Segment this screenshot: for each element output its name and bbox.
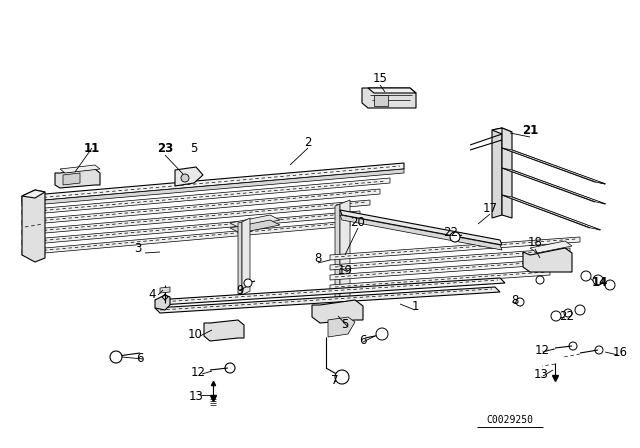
Polygon shape [328,317,355,337]
Text: 19: 19 [337,263,353,276]
Polygon shape [175,167,203,186]
Circle shape [450,232,460,242]
Circle shape [551,311,561,321]
Polygon shape [155,278,505,305]
Polygon shape [492,128,512,134]
Polygon shape [502,128,512,218]
Polygon shape [362,88,416,108]
Text: 5: 5 [190,142,198,155]
Polygon shape [335,204,340,302]
Text: 9: 9 [236,284,244,297]
Text: 10: 10 [188,327,202,340]
Polygon shape [492,128,502,218]
Polygon shape [242,218,250,295]
Polygon shape [55,169,100,188]
Circle shape [581,271,591,281]
Polygon shape [530,241,572,253]
Text: 18: 18 [527,237,543,250]
Circle shape [575,305,585,315]
Text: 1: 1 [412,301,419,314]
Text: 22: 22 [559,310,575,323]
Polygon shape [340,200,350,300]
Text: 12: 12 [191,366,205,379]
Polygon shape [374,95,388,106]
Text: 8: 8 [511,293,518,306]
Text: 14: 14 [592,276,608,289]
Text: C0029250: C0029250 [486,415,534,425]
Polygon shape [230,215,280,228]
Polygon shape [330,248,570,270]
Text: 13: 13 [189,391,204,404]
Polygon shape [502,168,606,204]
Polygon shape [22,200,370,235]
Text: 21: 21 [522,124,538,137]
Text: 6: 6 [136,352,144,365]
Circle shape [516,298,524,306]
Polygon shape [238,222,242,296]
Polygon shape [502,195,601,230]
Polygon shape [22,190,45,198]
Circle shape [110,351,122,363]
Text: 6: 6 [359,333,367,346]
Text: 7: 7 [332,374,339,387]
Circle shape [536,276,544,284]
Polygon shape [155,287,500,313]
Polygon shape [340,210,502,245]
Polygon shape [204,320,244,341]
Polygon shape [60,165,100,173]
Polygon shape [22,221,350,255]
Text: 5: 5 [341,318,349,331]
Polygon shape [368,88,416,93]
Polygon shape [340,215,502,250]
Text: 4: 4 [148,289,156,302]
Text: 20: 20 [351,215,365,228]
Polygon shape [160,287,170,293]
Circle shape [335,370,349,384]
Text: 15: 15 [372,72,387,85]
Polygon shape [22,178,390,215]
Polygon shape [312,300,363,323]
Circle shape [181,174,189,182]
Circle shape [605,280,615,290]
Circle shape [376,328,388,340]
Polygon shape [63,173,80,185]
Polygon shape [22,211,360,245]
Text: 11: 11 [84,142,100,155]
Circle shape [564,309,572,317]
Polygon shape [22,189,380,225]
Polygon shape [502,148,606,184]
Text: 3: 3 [134,241,141,254]
Polygon shape [155,295,170,310]
Text: 8: 8 [314,251,322,264]
Polygon shape [330,270,550,290]
Text: 16: 16 [612,346,627,359]
Polygon shape [330,259,560,280]
Text: 17: 17 [483,202,497,215]
Polygon shape [330,237,580,260]
Text: 12: 12 [534,344,550,357]
Text: 23: 23 [157,142,173,155]
Circle shape [244,279,252,287]
Circle shape [593,275,603,285]
Text: 2: 2 [304,137,312,150]
Text: 22: 22 [444,225,458,238]
Polygon shape [22,163,404,202]
Polygon shape [230,220,280,233]
Text: 13: 13 [534,367,548,380]
Polygon shape [22,190,45,262]
Polygon shape [523,248,572,272]
Polygon shape [22,169,404,206]
